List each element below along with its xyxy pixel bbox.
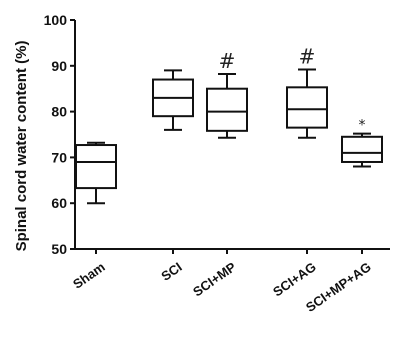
x-tick-label: SCI [158,259,184,284]
x-tick-label: Sham [70,259,108,292]
x-tick-label: SCI+MP [190,259,239,299]
iqr-box [206,87,248,132]
box-sci-ag: # [286,44,328,139]
significance-marker: # [299,44,316,68]
y-tick-label: 80 [51,104,67,120]
y-tick-label: 60 [51,195,67,211]
box-sham [75,141,117,205]
x-tick-label: SCI+AG [270,259,319,299]
iqr-box [341,135,383,163]
y-tick-label: 70 [51,149,67,165]
box-sci-mp: # [206,49,248,139]
y-tick-label: 50 [51,241,67,257]
y-tick-label: 90 [51,58,67,74]
significance-marker: # [219,49,236,73]
y-ticks: 50 60 70 80 90 100 [44,12,75,257]
y-axis-label: Spinal cord water content (%) [13,41,30,252]
iqr-box [75,144,117,190]
iqr-box [286,86,328,129]
box-sci [152,69,194,131]
significance-marker: * [359,118,366,134]
axes [74,20,390,254]
box-sci-mp-ag: * [341,118,383,168]
boxes: # # * [75,44,383,205]
y-tick-label: 100 [44,12,68,28]
